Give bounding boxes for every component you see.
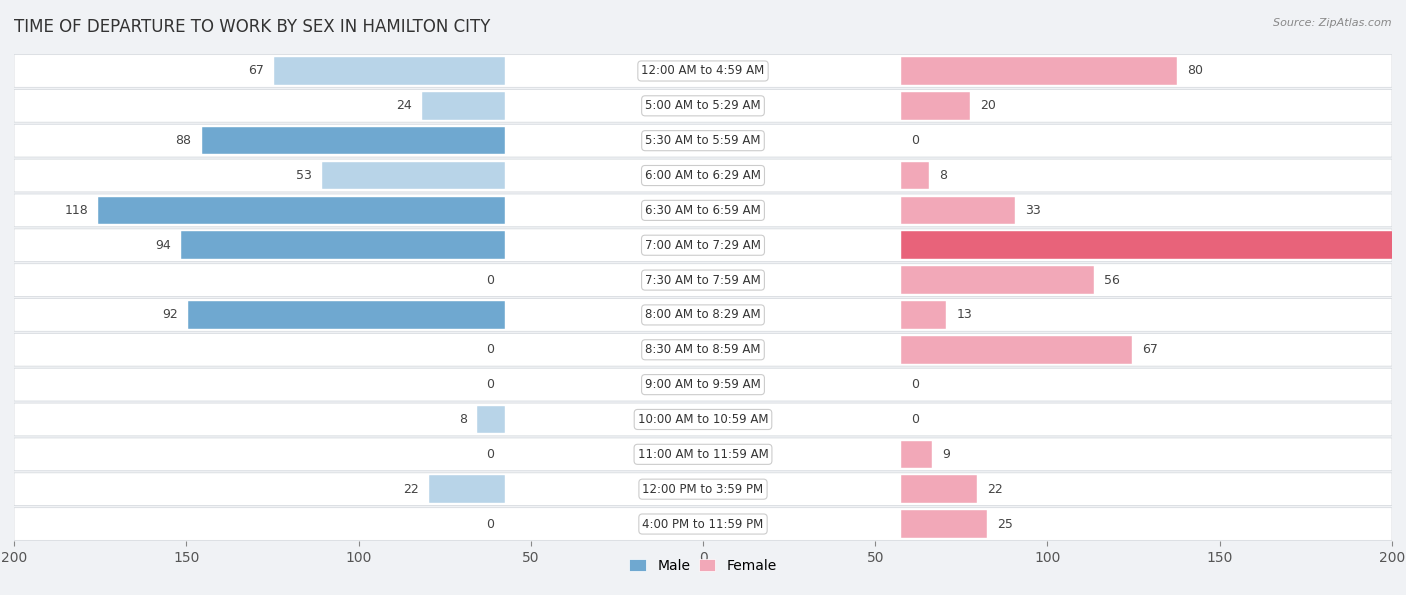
Text: 10:00 AM to 10:59 AM: 10:00 AM to 10:59 AM (638, 413, 768, 426)
Text: 0: 0 (911, 413, 920, 426)
Bar (901, 301, 946, 328)
Bar (322, 162, 505, 189)
Text: 33: 33 (1025, 204, 1040, 217)
Text: 94: 94 (155, 239, 170, 252)
Text: 92: 92 (162, 308, 177, 321)
Bar (901, 511, 987, 538)
Bar (188, 301, 505, 328)
Text: 67: 67 (247, 64, 264, 77)
Bar (901, 475, 977, 503)
Text: 0: 0 (911, 134, 920, 147)
Bar (901, 336, 1132, 364)
Text: 88: 88 (176, 134, 191, 147)
FancyBboxPatch shape (14, 403, 1392, 436)
Text: 7:30 AM to 7:59 AM: 7:30 AM to 7:59 AM (645, 274, 761, 287)
FancyBboxPatch shape (14, 508, 1392, 540)
Text: 56: 56 (1104, 274, 1121, 287)
FancyBboxPatch shape (14, 333, 1392, 366)
Text: 11:00 AM to 11:59 AM: 11:00 AM to 11:59 AM (638, 448, 768, 461)
Text: Source: ZipAtlas.com: Source: ZipAtlas.com (1274, 18, 1392, 28)
Text: 0: 0 (486, 378, 495, 391)
Text: 8:30 AM to 8:59 AM: 8:30 AM to 8:59 AM (645, 343, 761, 356)
Bar (478, 406, 505, 433)
Text: 9:00 AM to 9:59 AM: 9:00 AM to 9:59 AM (645, 378, 761, 391)
FancyBboxPatch shape (14, 124, 1392, 157)
Text: 6:30 AM to 6:59 AM: 6:30 AM to 6:59 AM (645, 204, 761, 217)
Bar (901, 92, 970, 120)
FancyBboxPatch shape (14, 299, 1392, 331)
Text: 25: 25 (997, 518, 1014, 531)
Text: 5:00 AM to 5:29 AM: 5:00 AM to 5:29 AM (645, 99, 761, 112)
Text: 118: 118 (65, 204, 89, 217)
Bar (901, 57, 1177, 84)
FancyBboxPatch shape (14, 89, 1392, 122)
Text: 0: 0 (486, 343, 495, 356)
FancyBboxPatch shape (14, 438, 1392, 471)
Bar (429, 475, 505, 503)
Text: TIME OF DEPARTURE TO WORK BY SEX IN HAMILTON CITY: TIME OF DEPARTURE TO WORK BY SEX IN HAMI… (14, 18, 491, 36)
Text: 12:00 AM to 4:59 AM: 12:00 AM to 4:59 AM (641, 64, 765, 77)
FancyBboxPatch shape (14, 159, 1392, 192)
Text: 13: 13 (956, 308, 972, 321)
Text: 22: 22 (404, 483, 419, 496)
FancyBboxPatch shape (14, 229, 1392, 262)
Bar (901, 162, 928, 189)
Bar (901, 440, 932, 468)
Text: 4:00 PM to 11:59 PM: 4:00 PM to 11:59 PM (643, 518, 763, 531)
Text: 0: 0 (486, 448, 495, 461)
Text: 24: 24 (396, 99, 412, 112)
Text: 8:00 AM to 8:29 AM: 8:00 AM to 8:29 AM (645, 308, 761, 321)
Text: 67: 67 (1142, 343, 1159, 356)
Text: 22: 22 (987, 483, 1002, 496)
Text: 9: 9 (942, 448, 950, 461)
Text: 0: 0 (486, 274, 495, 287)
FancyBboxPatch shape (14, 473, 1392, 506)
Legend: Male, Female: Male, Female (624, 553, 782, 578)
Text: 53: 53 (297, 169, 312, 182)
Text: 6:00 AM to 6:29 AM: 6:00 AM to 6:29 AM (645, 169, 761, 182)
FancyBboxPatch shape (14, 194, 1392, 227)
Text: 8: 8 (458, 413, 467, 426)
Text: 7:00 AM to 7:29 AM: 7:00 AM to 7:29 AM (645, 239, 761, 252)
Bar (202, 127, 505, 155)
Bar (901, 267, 1094, 294)
Bar (274, 57, 505, 84)
FancyBboxPatch shape (14, 55, 1392, 87)
Bar (901, 231, 1406, 259)
Bar (901, 196, 1015, 224)
FancyBboxPatch shape (14, 264, 1392, 296)
Bar (98, 196, 505, 224)
Text: 0: 0 (911, 378, 920, 391)
Text: 5:30 AM to 5:59 AM: 5:30 AM to 5:59 AM (645, 134, 761, 147)
FancyBboxPatch shape (14, 368, 1392, 401)
Text: 0: 0 (486, 518, 495, 531)
Text: 8: 8 (939, 169, 948, 182)
Bar (181, 231, 505, 259)
Text: 12:00 PM to 3:59 PM: 12:00 PM to 3:59 PM (643, 483, 763, 496)
Text: 80: 80 (1187, 64, 1204, 77)
Text: 20: 20 (980, 99, 997, 112)
Bar (422, 92, 505, 120)
